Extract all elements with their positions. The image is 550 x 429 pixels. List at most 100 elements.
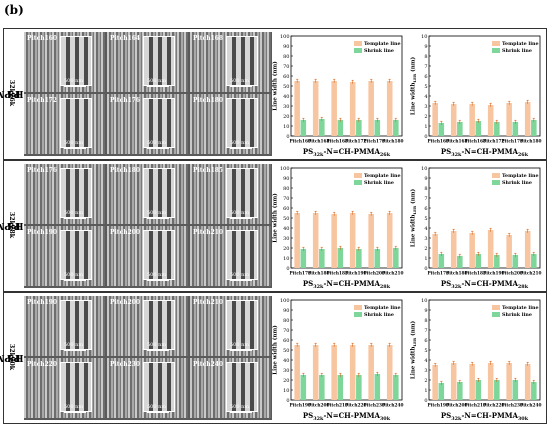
legend-label: Shrink line [502, 48, 532, 54]
x-tick-label: Pitch190 [483, 272, 505, 277]
scale-bar-label: 500 nm [230, 140, 250, 146]
shrink-line-bar [457, 382, 463, 400]
y-tick-label: 10 [421, 298, 427, 304]
legend-label: Shrink line [502, 312, 532, 318]
sem-tile-label: Pitch240 [193, 361, 224, 368]
y-tick-label: 5 [424, 216, 427, 222]
y-tick-label: 4 [424, 226, 427, 232]
scale-bar [230, 349, 252, 351]
x-tick-label: Pitch200 [501, 272, 523, 277]
legend-label: Template line [502, 173, 539, 179]
sem-image-tile: Pitch200 500 nm [107, 296, 188, 356]
template-line-bar [368, 345, 374, 400]
chart-caption: PS32k-N=CH-PMMA28k [303, 279, 391, 290]
plot-frame [290, 167, 403, 269]
scale-bar [64, 217, 86, 219]
sem-image-tile: Pitch160 500 nm [24, 32, 105, 92]
y-tick-label: 40 [283, 358, 289, 364]
y-tick-label: 7 [424, 64, 427, 70]
y-tick-label: 20 [283, 246, 289, 252]
scale-bar [147, 147, 169, 149]
sem-tile-label: Pitch200 [110, 299, 141, 306]
x-tick-label: Pitch168 [326, 140, 348, 145]
y-tick-label: 4 [424, 94, 427, 100]
sem-image-tile: Pitch240 500 nm [190, 358, 271, 418]
y-tick-label: 9 [424, 308, 427, 314]
y-tick-label: 3 [424, 368, 427, 374]
shrink-line-bar [356, 249, 362, 268]
scale-bar-label: 500 nm [147, 210, 167, 216]
y-tick-label: 9 [424, 176, 427, 182]
y-tick-label: 0 [424, 398, 427, 404]
y-tick-label: 0 [286, 398, 289, 404]
y-tick-label: 60 [283, 338, 289, 344]
legend-label: Shrink line [364, 180, 394, 186]
y-tick-label: 6 [424, 74, 427, 80]
y-axis-label: Line width (nm) [272, 61, 279, 111]
sem-tile-label: Pitch180 [110, 167, 141, 174]
scale-bar [230, 217, 252, 219]
y-tick-label: 1 [424, 256, 427, 262]
legend-label: Shrink line [364, 312, 394, 318]
x-tick-label: Pitch176 [363, 140, 385, 145]
scale-bar [230, 411, 252, 413]
legend-label: Shrink line [502, 180, 532, 186]
template-line-bar [349, 82, 356, 136]
template-line-bar [487, 105, 494, 136]
chart-caption: PS32k-N=CH-PMMA28k [441, 279, 529, 290]
scale-bar-label: 500 nm [64, 78, 84, 84]
template-line-bar [432, 234, 438, 268]
row-side-label-text: PS32k-N=CH-PMMA30k [0, 343, 50, 371]
scale-bar-label: 500 nm [147, 272, 167, 278]
scale-bar-label: 500 nm [230, 272, 250, 278]
x-tick-label: Pitch160 [289, 140, 311, 145]
y-tick-label: 4 [424, 358, 427, 364]
template-line-bar [312, 213, 319, 268]
y-tick-label: 100 [280, 34, 290, 40]
scale-bar-label: 500 nm [147, 342, 167, 348]
y-tick-label: 30 [283, 104, 289, 110]
y-axis-label: Line widthLER (nm) [410, 320, 418, 379]
scale-bar-label: 500 nm [64, 342, 84, 348]
x-tick-label: Pitch200 [446, 404, 468, 409]
sem-zoom-inset [60, 230, 92, 280]
y-tick-label: 7 [424, 328, 427, 334]
chart-caption: PS32k-N=CH-PMMA26k [303, 147, 391, 158]
template-line-bar [487, 363, 494, 400]
sem-tile-label: Pitch164 [110, 35, 141, 42]
sem-tile-label: Pitch210 [193, 229, 224, 236]
x-tick-label: Pitch230 [363, 404, 385, 409]
sem-zoom-inset [226, 362, 258, 412]
scale-bar [64, 349, 86, 351]
template-line-bar [331, 81, 337, 136]
sem-tile-label: Pitch210 [193, 299, 224, 306]
y-tick-label: 10 [421, 166, 427, 172]
y-tick-label: 5 [424, 84, 427, 90]
x-tick-label: Pitch190 [427, 404, 449, 409]
scale-bar-label: 500 nm [64, 210, 84, 216]
line-width-chart: 0 10 20 30 40 50 60 70 80 90 100 Line width (nm) Pit… [272, 34, 404, 158]
x-tick-label: Pitch230 [501, 404, 523, 409]
y-tick-label: 100 [280, 166, 290, 172]
legend-label: Template line [502, 305, 539, 311]
y-tick-label: 80 [283, 318, 289, 324]
figure-row: PS32k-N=CH-PMMA26kPitch160500 nmPitch164… [0, 28, 547, 160]
sem-image-tile: Pitch180 500 nm [190, 94, 271, 154]
y-tick-label: 8 [424, 318, 427, 324]
legend-label: Template line [364, 41, 401, 47]
y-tick-label: 2 [424, 378, 427, 384]
x-tick-label: Pitch240 [382, 404, 404, 409]
y-tick-label: 30 [283, 236, 289, 242]
line-width-chart: 0 10 20 30 40 50 60 70 80 90 100 Line width (nm) Pit… [272, 166, 404, 290]
legend-swatch [354, 305, 362, 310]
y-tick-label: 70 [283, 64, 289, 70]
sem-zoom-inset [143, 98, 175, 148]
y-tick-label: 50 [283, 348, 289, 354]
x-tick-label: Pitch176 [501, 140, 523, 145]
y-tick-label: 8 [424, 186, 427, 192]
shrink-line-bar [319, 249, 325, 268]
template-line-bar [432, 103, 438, 136]
sem-image-tile: Pitch168 500 nm [190, 32, 271, 92]
scale-bar [147, 279, 169, 281]
